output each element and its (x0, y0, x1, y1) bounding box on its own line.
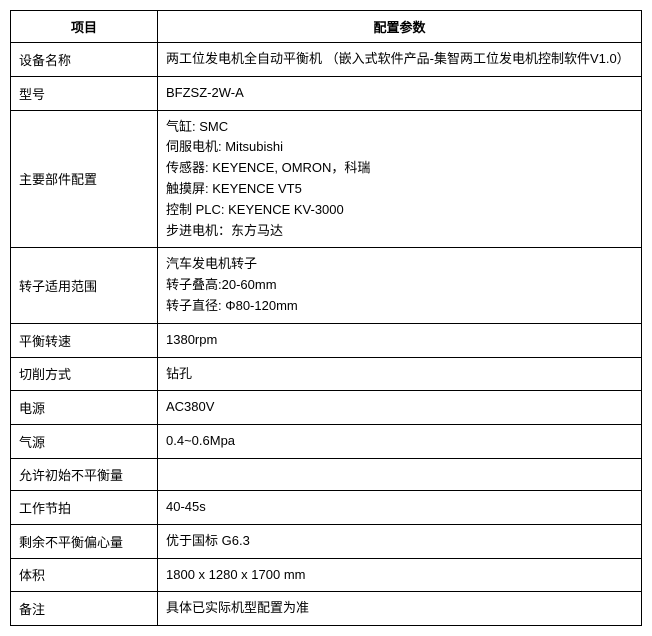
row-value: 汽车发电机转子 转子叠高:20-60mm 转子直径: Φ80-120mm (158, 248, 642, 323)
row-value: 钻孔 (158, 357, 642, 391)
row-label: 电源 (11, 391, 158, 425)
row-label: 气源 (11, 425, 158, 459)
table-row: 电源 AC380V (11, 391, 642, 425)
row-value: 具体已实际机型配置为准 (158, 592, 642, 626)
row-label: 备注 (11, 592, 158, 626)
row-label: 设备名称 (11, 43, 158, 77)
row-value (158, 458, 642, 490)
row-value: 优于国标 G6.3 (158, 524, 642, 558)
row-label: 剩余不平衡偏心量 (11, 524, 158, 558)
table-row: 转子适用范围 汽车发电机转子 转子叠高:20-60mm 转子直径: Φ80-12… (11, 248, 642, 323)
table-row: 主要部件配置 气缸: SMC 伺服电机: Mitsubishi 传感器: KEY… (11, 110, 642, 248)
row-value: 0.4~0.6Mpa (158, 425, 642, 459)
row-label: 转子适用范围 (11, 248, 158, 323)
row-value: 1800 x 1280 x 1700 mm (158, 558, 642, 592)
table-row: 切削方式 钻孔 (11, 357, 642, 391)
row-value: BFZSZ-2W-A (158, 76, 642, 110)
table-body: 设备名称 两工位发电机全自动平衡机 （嵌入式软件产品-集智两工位发电机控制软件V… (11, 43, 642, 626)
row-label: 切削方式 (11, 357, 158, 391)
table-row: 体积 1800 x 1280 x 1700 mm (11, 558, 642, 592)
table-row: 设备名称 两工位发电机全自动平衡机 （嵌入式软件产品-集智两工位发电机控制软件V… (11, 43, 642, 77)
spec-table: 项目 配置参数 设备名称 两工位发电机全自动平衡机 （嵌入式软件产品-集智两工位… (10, 10, 642, 626)
row-label: 平衡转速 (11, 323, 158, 357)
table-row: 剩余不平衡偏心量 优于国标 G6.3 (11, 524, 642, 558)
row-label: 主要部件配置 (11, 110, 158, 248)
row-value: 两工位发电机全自动平衡机 （嵌入式软件产品-集智两工位发电机控制软件V1.0） (158, 43, 642, 77)
table-row: 平衡转速 1380rpm (11, 323, 642, 357)
row-label: 允许初始不平衡量 (11, 458, 158, 490)
table-row: 允许初始不平衡量 (11, 458, 642, 490)
table-row: 气源 0.4~0.6Mpa (11, 425, 642, 459)
row-label: 型号 (11, 76, 158, 110)
row-value: AC380V (158, 391, 642, 425)
table-header-row: 项目 配置参数 (11, 11, 642, 43)
row-label: 体积 (11, 558, 158, 592)
row-value: 40-45s (158, 490, 642, 524)
table-row: 型号 BFZSZ-2W-A (11, 76, 642, 110)
header-col2: 配置参数 (158, 11, 642, 43)
row-value: 1380rpm (158, 323, 642, 357)
header-col1: 项目 (11, 11, 158, 43)
table-row: 备注 具体已实际机型配置为准 (11, 592, 642, 626)
table-row: 工作节拍 40-45s (11, 490, 642, 524)
row-label: 工作节拍 (11, 490, 158, 524)
row-value: 气缸: SMC 伺服电机: Mitsubishi 传感器: KEYENCE, O… (158, 110, 642, 248)
